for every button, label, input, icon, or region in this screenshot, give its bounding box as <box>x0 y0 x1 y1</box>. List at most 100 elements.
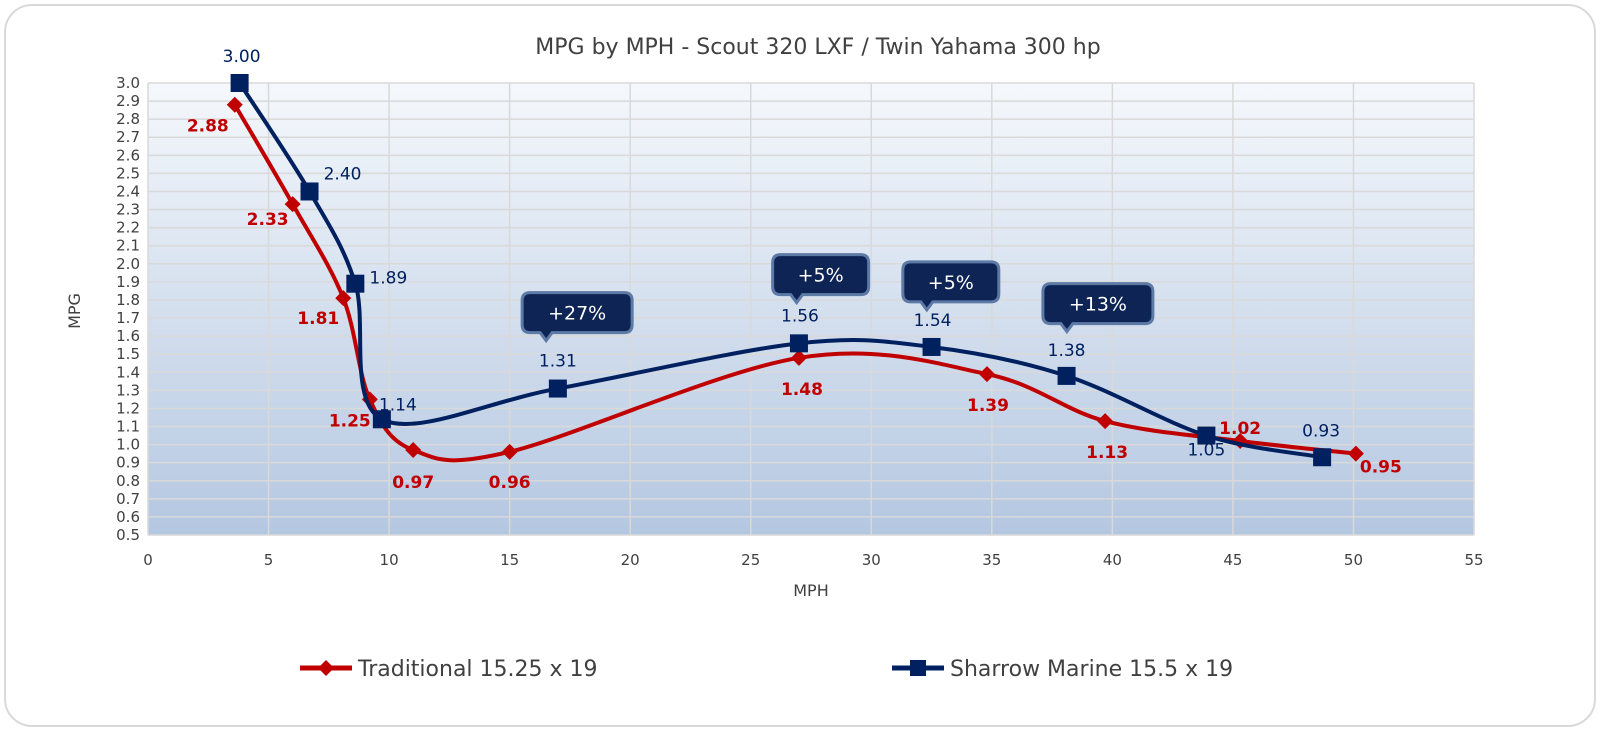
y-tick-label: 2.2 <box>116 219 140 237</box>
x-tick-label: 0 <box>143 551 153 569</box>
data-point-square[interactable] <box>372 410 391 429</box>
data-label: 2.33 <box>247 210 289 230</box>
y-tick-label: 1.2 <box>116 399 140 417</box>
x-tick-label: 30 <box>862 551 881 569</box>
data-point-diamond[interactable] <box>284 196 301 213</box>
callout-annotation: +13% <box>1041 282 1155 335</box>
y-tick-label: 0.7 <box>116 490 140 508</box>
series-line <box>237 81 1323 460</box>
data-label: 2.40 <box>324 164 362 184</box>
x-tick-label: 50 <box>1344 551 1363 569</box>
data-label: 1.56 <box>781 306 819 326</box>
callout-annotation: +5% <box>901 260 1001 313</box>
x-tick-label: 45 <box>1223 551 1242 569</box>
data-label: 3.00 <box>223 47 261 67</box>
data-point-diamond[interactable] <box>501 443 518 460</box>
data-point-square[interactable] <box>230 74 249 92</box>
data-label: 2.88 <box>187 117 229 137</box>
data-point-square[interactable] <box>548 379 567 398</box>
data-point-diamond[interactable] <box>226 96 243 113</box>
chart-title: MPG by MPH - Scout 320 LXF / Twin Yahama… <box>535 35 1100 60</box>
data-label: 1.38 <box>1048 341 1086 361</box>
x-axis-label: MPH <box>793 581 828 600</box>
y-tick-label: 1.5 <box>116 345 140 363</box>
y-tick-label: 0.8 <box>116 472 140 490</box>
y-tick-label: 3.0 <box>116 74 140 92</box>
data-label: 1.02 <box>1219 419 1261 439</box>
callout-text: +5% <box>928 272 974 294</box>
y-tick-label: 1.0 <box>116 436 140 454</box>
x-tick-label: 40 <box>1103 551 1122 569</box>
y-tick-label: 2.4 <box>116 182 140 200</box>
data-label: 0.93 <box>1302 421 1340 441</box>
y-axis-label: MPG <box>65 293 84 329</box>
data-label: 1.14 <box>379 395 417 415</box>
callout-text: +27% <box>548 303 606 325</box>
x-tick-label: 15 <box>500 551 519 569</box>
callout-box <box>520 291 634 344</box>
data-point-diamond[interactable] <box>978 366 995 383</box>
data-point-square[interactable] <box>922 337 941 356</box>
y-tick-label: 2.9 <box>116 92 140 110</box>
x-tick-label: 55 <box>1464 551 1483 569</box>
data-point-diamond[interactable] <box>1097 413 1114 430</box>
data-point-square[interactable] <box>300 182 319 201</box>
data-point-diamond[interactable] <box>335 290 352 307</box>
y-tick-label: 1.4 <box>116 363 140 381</box>
callout-box <box>771 253 871 306</box>
data-label: 1.89 <box>369 269 407 289</box>
y-tick-label: 1.3 <box>116 381 140 399</box>
square-marker-icon <box>910 660 926 676</box>
data-point-square[interactable] <box>789 334 808 353</box>
y-tick-label: 2.3 <box>116 201 140 219</box>
x-tick-label: 35 <box>982 551 1001 569</box>
y-tick-label: 2.7 <box>116 128 140 146</box>
legend: Traditional 15.25 x 19 Sharrow Marine 15… <box>300 657 1233 682</box>
diamond-marker-icon <box>318 660 334 676</box>
legend-item-sharrow[interactable]: Sharrow Marine 15.5 x 19 <box>892 657 1233 682</box>
data-label: 0.97 <box>392 473 434 493</box>
y-tick-label: 0.6 <box>116 508 140 526</box>
legend-label-sharrow: Sharrow Marine 15.5 x 19 <box>950 657 1233 682</box>
y-tick-label: 0.5 <box>116 526 140 544</box>
plot-area <box>148 83 1474 535</box>
data-label: 1.31 <box>539 352 577 372</box>
data-point-diamond[interactable] <box>405 442 422 459</box>
data-point-square[interactable] <box>346 274 365 293</box>
legend-label-traditional: Traditional 15.25 x 19 <box>357 657 598 682</box>
legend-item-traditional[interactable]: Traditional 15.25 x 19 <box>300 657 598 682</box>
data-label: 1.25 <box>329 411 371 431</box>
y-tick-label: 2.1 <box>116 237 140 255</box>
data-label: 1.54 <box>914 311 952 331</box>
y-tick-label: 2.0 <box>116 255 140 273</box>
y-tick-label: 2.5 <box>116 164 140 182</box>
data-label: 0.95 <box>1360 458 1402 478</box>
data-label: 1.05 <box>1187 441 1225 461</box>
series-sharrow <box>230 74 1332 467</box>
callout-text: +5% <box>798 265 844 287</box>
data-label: 1.81 <box>297 309 339 329</box>
x-tick-label: 20 <box>621 551 640 569</box>
y-tick-label: 0.9 <box>116 454 140 472</box>
data-point-diamond[interactable] <box>1347 445 1364 462</box>
data-label: 1.48 <box>781 380 823 400</box>
y-tick-label: 1.9 <box>116 273 140 291</box>
data-point-square[interactable] <box>1197 426 1216 445</box>
callout-text: +13% <box>1069 294 1127 316</box>
x-tick-label: 5 <box>264 551 274 569</box>
data-point-square[interactable] <box>1313 448 1332 467</box>
y-tick-label: 1.6 <box>116 327 140 345</box>
callout-box <box>901 260 1001 313</box>
data-point-square[interactable] <box>1057 366 1076 385</box>
callout-annotation: +5% <box>771 253 871 306</box>
y-tick-label: 1.7 <box>116 309 140 327</box>
data-label: 1.39 <box>967 396 1009 416</box>
y-tick-label: 1.1 <box>116 418 140 436</box>
callout-annotation: +27% <box>520 291 634 344</box>
data-label: 0.96 <box>489 473 531 493</box>
y-tick-label: 2.6 <box>116 146 140 164</box>
y-tick-label: 2.8 <box>116 110 140 128</box>
x-tick-label: 25 <box>741 551 760 569</box>
x-tick-label: 10 <box>380 551 399 569</box>
data-point-diamond[interactable] <box>790 349 807 366</box>
